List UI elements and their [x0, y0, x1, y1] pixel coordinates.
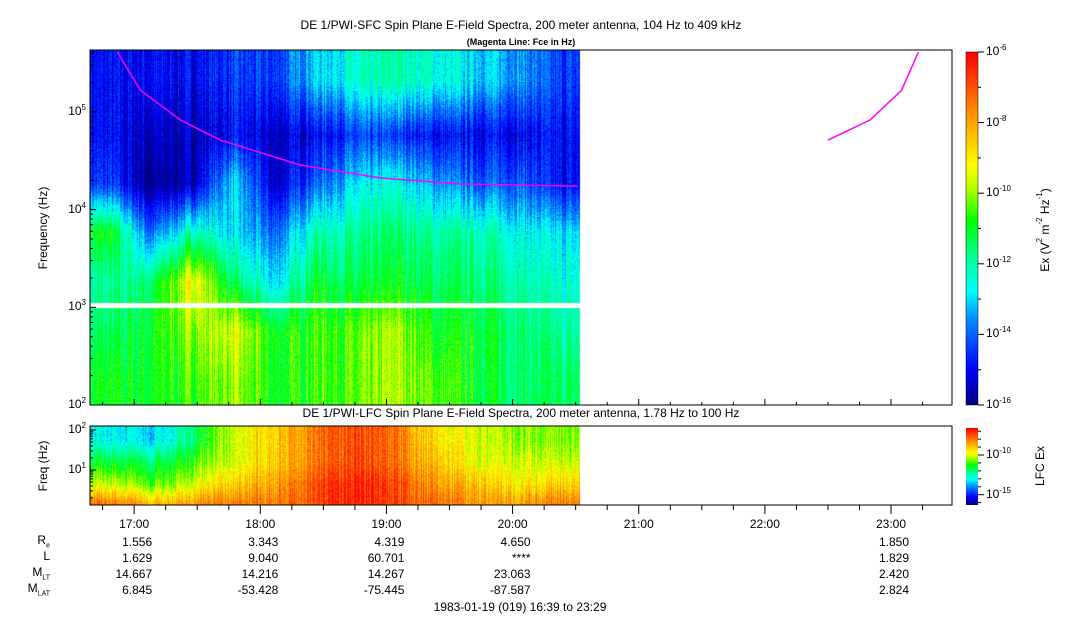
ephemeris-value: 1.829 — [878, 551, 910, 565]
sfc-spectrogram-heatmap — [90, 50, 952, 405]
sfc-colorbar-tick-label: 10-8 — [986, 113, 1007, 129]
ephemeris-value: 60.701 — [367, 551, 405, 565]
sfc-colorbar-tick-label: 10-16 — [986, 396, 1011, 411]
ephemeris-value: 2.824 — [878, 583, 910, 597]
lfc-spectrogram-heatmap — [90, 426, 952, 505]
sfc-colorbar-tick-label: 10-6 — [986, 43, 1007, 58]
lfc-colorbar-label: LFC Ex — [1033, 445, 1047, 487]
sfc-plot-frame — [89, 49, 953, 406]
sfc-colorbar-tick-label: 10-10 — [986, 184, 1011, 200]
ephemeris-value: 1.556 — [122, 535, 153, 549]
sfc-subtitle: (Magenta Line: Fce in Hz) — [466, 37, 576, 47]
sfc-y-axis-label: Frequency (Hz) — [36, 186, 50, 270]
ephemeris-value: 9.040 — [248, 551, 279, 565]
sfc-colorbar — [966, 52, 978, 405]
sfc-colorbar-tick-label: 10-12 — [986, 254, 1011, 270]
ephemeris-value: 1.850 — [878, 535, 910, 549]
time-tick-label: 19:00 — [371, 517, 402, 531]
ephemeris-row-label: MLT — [32, 565, 50, 582]
time-tick-label: 21:00 — [623, 517, 654, 531]
ephemeris-value: 4.650 — [500, 535, 531, 549]
lfc-y-axis-label: Freq (Hz) — [36, 440, 50, 492]
fce-line — [827, 51, 920, 141]
time-range-footer: 1983-01-19 (019) 16:39 to 23:29 — [433, 600, 607, 614]
lfc-title: DE 1/PWI-LFC Spin Plane E-Field Spectra,… — [302, 406, 740, 420]
sfc-colorbar-frame — [965, 51, 979, 406]
lfc-y-tick-label: 102 — [68, 421, 86, 436]
sfc-y-tick-label: 103 — [68, 298, 86, 314]
sfc-y-tick-label: 105 — [68, 102, 86, 118]
time-tick-label: 20:00 — [497, 517, 528, 531]
time-tick-label: 23:00 — [876, 517, 907, 531]
ephemeris-value: 14.667 — [115, 567, 153, 581]
lfc-colorbar — [966, 428, 978, 505]
sfc-colorbar-label: Ex (V2 m-2 Hz-1) — [1035, 188, 1052, 272]
ephemeris-value: -87.587 — [489, 583, 531, 597]
lfc-colorbar-tick-label: 10-10 — [986, 445, 1011, 461]
ephemeris-value: 6.845 — [122, 583, 153, 597]
lfc-plot-frame — [89, 425, 953, 506]
ephemeris-value: -53.428 — [237, 583, 279, 597]
ephemeris-row-label: Re — [37, 533, 50, 550]
ephemeris-value: 1.629 — [122, 551, 153, 565]
time-tick-label: 17:00 — [119, 517, 150, 531]
ephemeris-value: 2.420 — [878, 567, 910, 581]
ephemeris-value: 3.343 — [248, 535, 279, 549]
fce-line — [116, 51, 578, 187]
ephemeris-value: -75.445 — [363, 583, 405, 597]
sfc-y-tick-label: 104 — [68, 200, 86, 216]
ephemeris-value: 4.319 — [374, 535, 405, 549]
sfc-y-tick-label: 102 — [68, 396, 86, 411]
time-tick-label: 18:00 — [245, 517, 276, 531]
ephemeris-value: **** — [511, 551, 531, 565]
lfc-y-tick-label: 101 — [68, 461, 86, 476]
ephemeris-value: 14.216 — [241, 567, 279, 581]
ephemeris-value: 23.063 — [493, 567, 531, 581]
sfc-title: DE 1/PWI-SFC Spin Plane E-Field Spectra,… — [300, 18, 742, 32]
sfc-colorbar-tick-label: 10-14 — [986, 325, 1011, 341]
ephemeris-row-label: L — [43, 549, 50, 563]
ephemeris-value: 14.267 — [367, 567, 405, 581]
lfc-colorbar-tick-label: 10-15 — [986, 485, 1011, 501]
ephemeris-row-label: MLAT — [27, 581, 50, 598]
time-tick-label: 22:00 — [749, 517, 780, 531]
